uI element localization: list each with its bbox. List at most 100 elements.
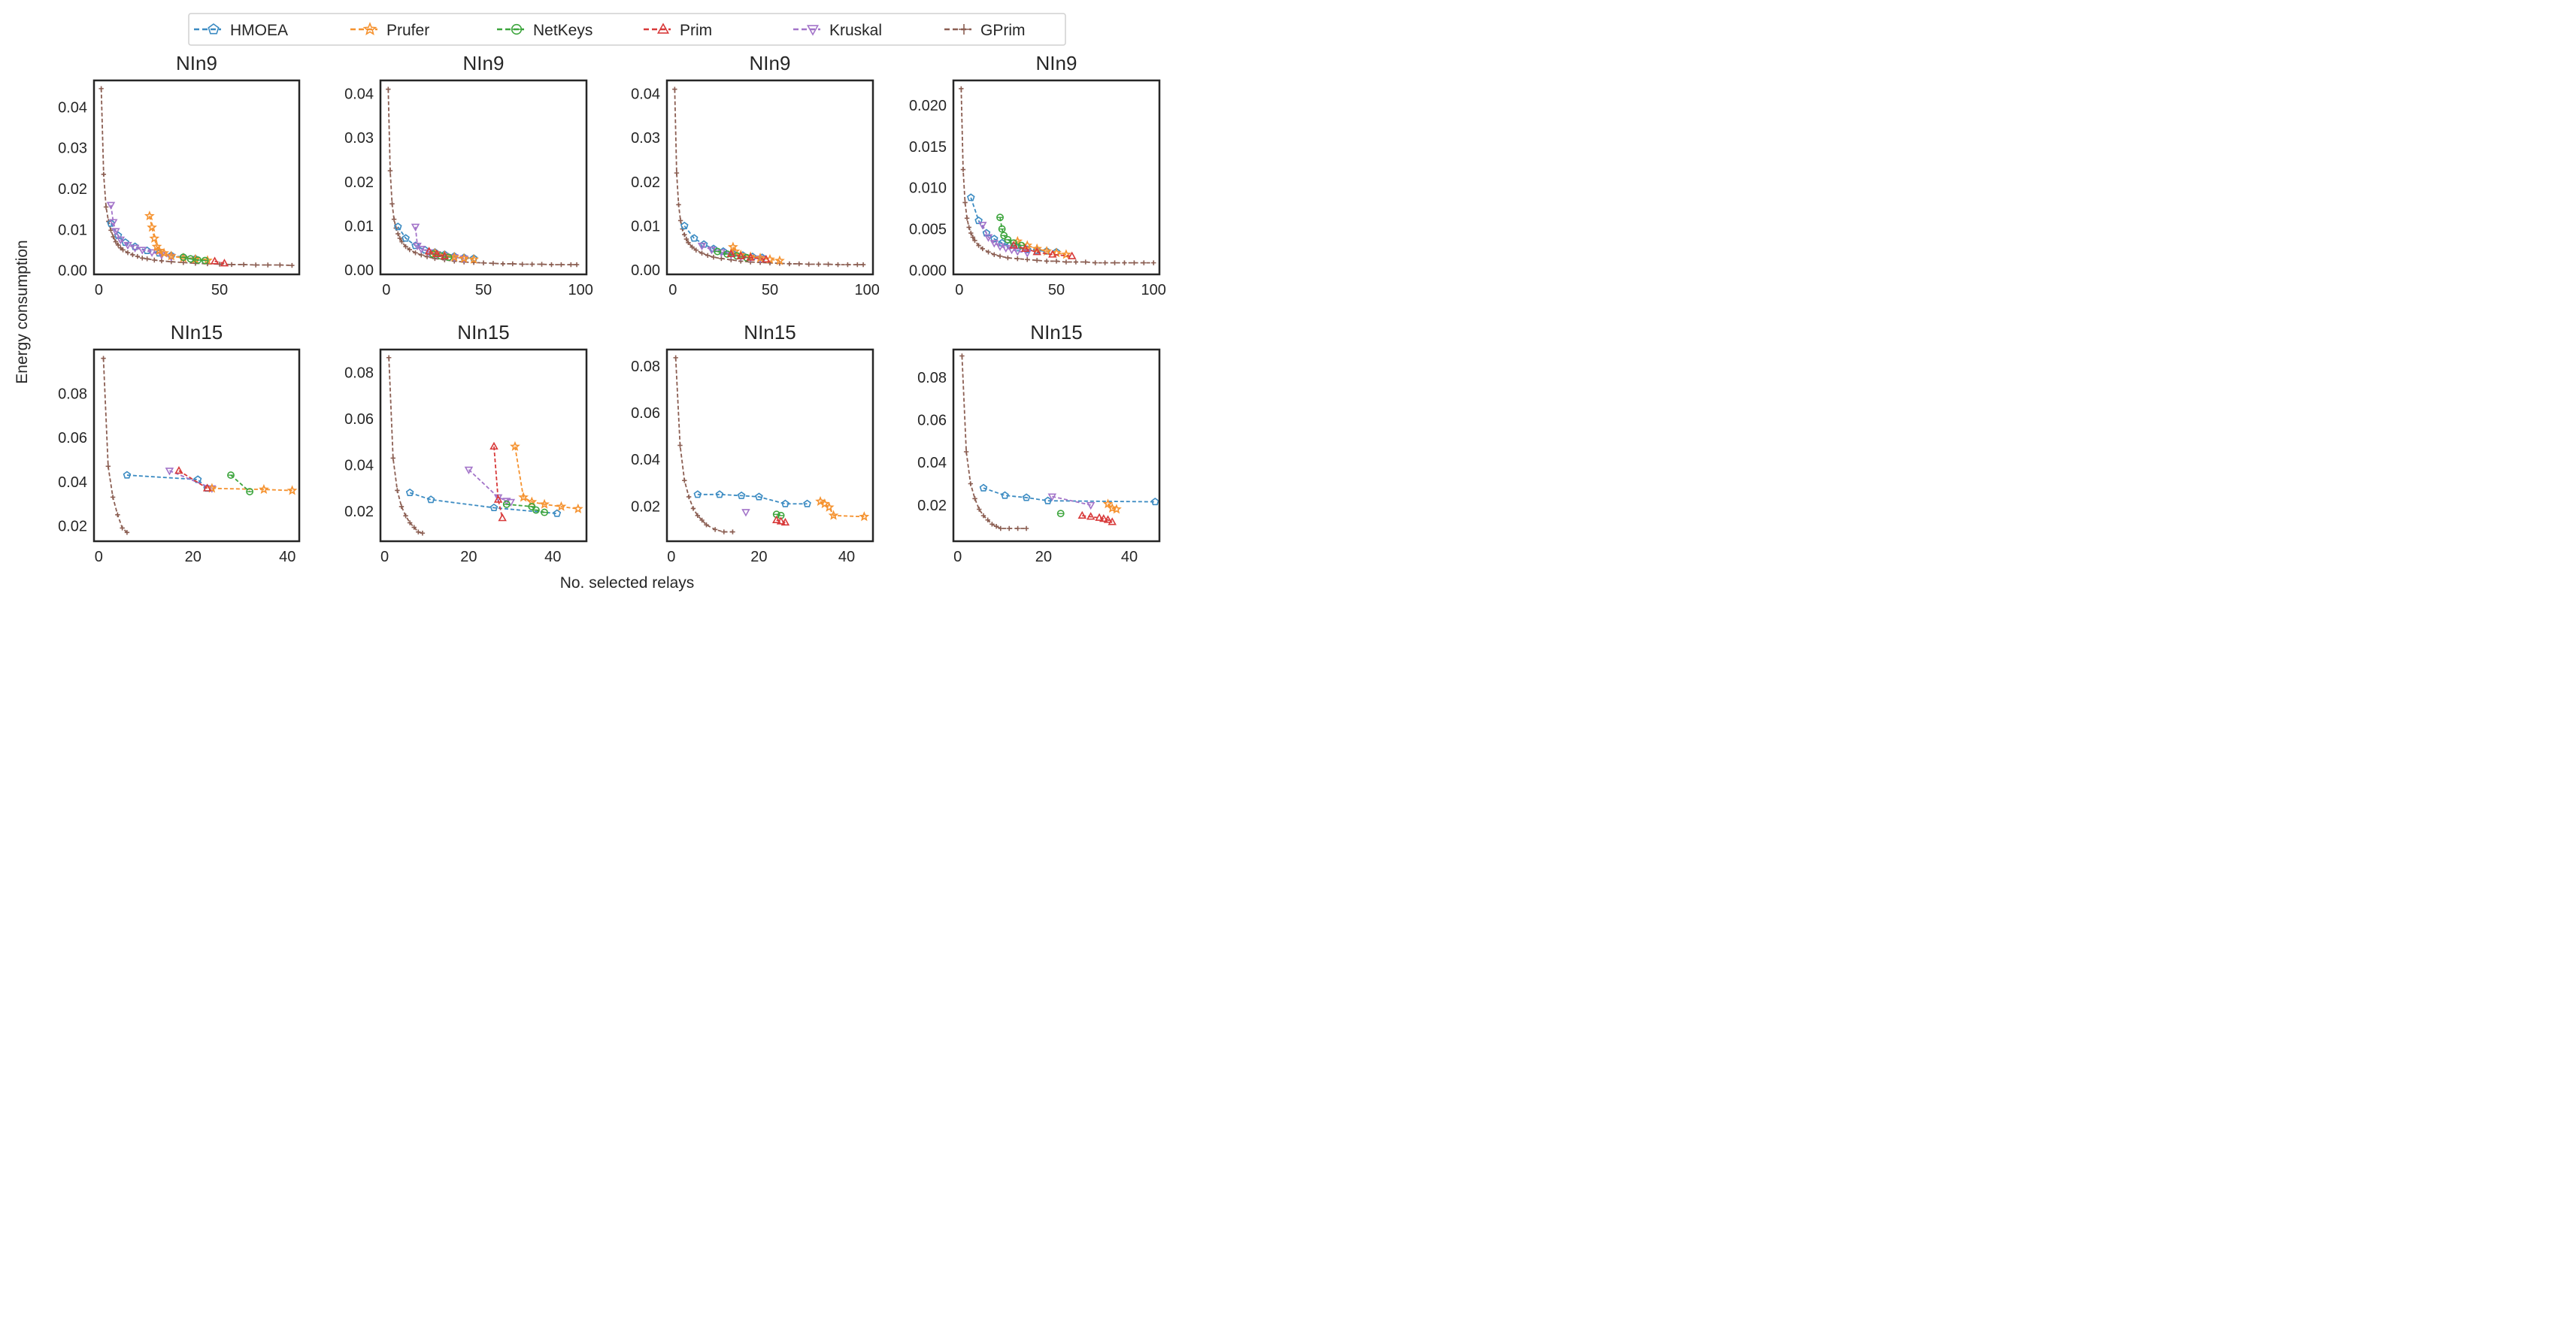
point-gprim [424,254,430,259]
point-prufer [468,253,479,264]
point-gprim [111,234,116,240]
series-prufer [1102,498,1122,514]
series-line-prufer [514,446,578,510]
point-prim [776,516,786,525]
point-prufer [755,253,765,263]
x-tick-label: 40 [544,549,561,565]
point-gprim [676,202,681,207]
point-gprim [103,204,109,210]
point-prufer [1102,498,1114,509]
point-gprim [962,200,968,205]
panel-8: NIn15 0 20 40 0.02 0.04 0.06 0.08 [917,321,1161,565]
point-prim [1048,250,1057,258]
point-gprim [399,239,405,244]
series-prim [210,256,229,267]
y-tick-label: 0.00 [344,262,374,279]
point-gprim [986,250,991,255]
x-tick-label: 50 [475,282,492,298]
y-tick-label: 0.03 [344,130,374,147]
point-gprim [1102,260,1108,265]
point-prufer [144,210,155,221]
legend-item-kruskal: Kruskal [793,22,882,39]
y-tick-label: 0.04 [631,86,660,103]
point-hmoea [974,216,983,225]
legend-label-kruskal: Kruskal [829,22,882,39]
point-gprim [993,523,999,529]
point-kruskal [978,222,987,230]
series-gprim [959,353,1029,531]
x-tick-label: 50 [762,282,778,298]
y-tick-label: 0.04 [344,86,374,103]
point-gprim [1007,525,1012,531]
point-gprim [690,506,696,511]
point-prufer [735,249,747,260]
point-gprim [786,261,792,267]
point-gprim [1023,525,1029,531]
point-kruskal [165,468,174,476]
series-hmoea [693,490,811,507]
point-gprim [806,262,811,267]
point-gprim [113,239,119,244]
point-gprim [387,168,393,174]
point-prim [202,483,212,492]
point-prufer [572,503,583,513]
panel-series [386,355,583,536]
point-gprim [959,86,964,92]
point-prufer [823,501,835,512]
point-gprim [386,355,392,360]
point-gprim [1083,259,1088,265]
point-hmoea [1022,493,1031,501]
point-kruskal [116,236,126,245]
point-prim [432,249,441,258]
legend-item-hmoea: HMOEA [194,22,288,39]
point-prufer [728,241,738,252]
point-gprim [998,525,1003,531]
point-prim [1020,244,1030,252]
panel-series [672,86,866,268]
point-gprim [970,235,976,240]
series-netkeys [227,471,254,495]
legend-frame [188,13,1066,46]
y-tick-label: 0.06 [631,405,660,422]
point-gprim [968,230,974,236]
point-gprim [120,525,125,531]
panel-title: NIn15 [1030,321,1082,344]
y-tick-label: 0.02 [631,498,660,515]
point-gprim [1151,260,1156,265]
point-prufer [828,510,839,520]
point-gprim [1005,255,1011,261]
series-line-prufer [732,247,780,262]
point-gprim [972,496,977,501]
point-gprim [135,253,141,259]
point-hmoea [693,490,702,498]
point-prim [762,254,771,263]
y-tick-label: 0.000 [909,263,947,280]
panel-title: NIn9 [176,52,217,74]
point-gprim [549,262,554,268]
y-tick-label: 0.00 [58,263,87,280]
x-tick-label: 20 [460,549,477,565]
point-gprim [110,495,116,500]
series-kruskal [1047,493,1096,510]
point-prim [220,259,229,267]
y-tick-label: 0.00 [631,262,660,279]
point-gprim [683,236,689,242]
point-hmoea [402,234,410,242]
point-gprim [413,250,418,256]
point-gprim [674,170,680,176]
legend-item-netkeys: NetKeys [497,22,592,39]
point-gprim [796,261,802,267]
point-prim [1009,241,1018,249]
series-line-gprim [674,357,733,533]
point-gprim [397,235,403,241]
point-kruskal [1086,501,1096,510]
y-tick-label: 0.005 [909,222,947,238]
y-tick-label: 0.01 [58,222,87,238]
legend-marker-gprim [959,24,969,35]
series-kruskal [741,509,750,517]
panel-title: NIn9 [463,52,505,74]
point-kruskal [411,223,420,232]
point-kruskal [741,509,750,517]
point-prim [1103,515,1113,523]
series-gprim [673,355,735,534]
